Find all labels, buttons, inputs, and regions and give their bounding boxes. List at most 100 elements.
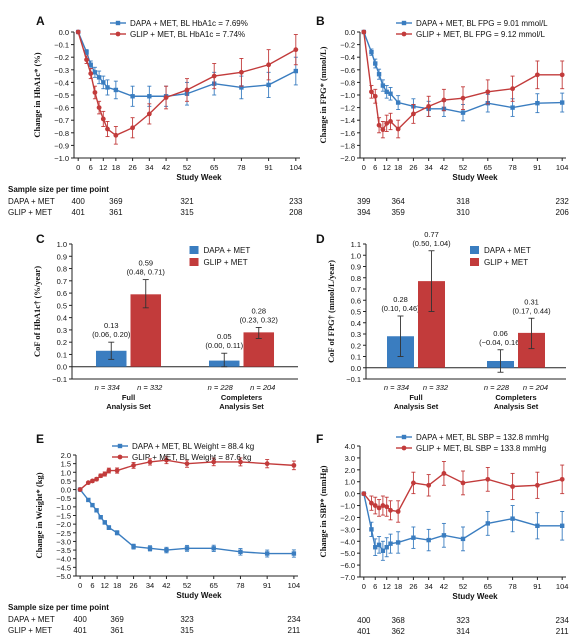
data-point [534, 482, 540, 488]
y-tick-label: −2.0 [340, 513, 355, 522]
data-point [460, 536, 466, 542]
legend-marker [117, 443, 123, 449]
data-point [102, 520, 107, 525]
sample-count: 400 [72, 197, 86, 206]
data-point [92, 90, 98, 95]
data-label: 0.13 [104, 321, 119, 330]
data-point [380, 503, 386, 508]
series-glip [361, 461, 565, 523]
x-tick-label: 18 [394, 163, 402, 172]
y-tick-label: 1.0 [57, 240, 67, 249]
sample-row-label: GLIP + MET [8, 208, 52, 217]
x-tick-label: 26 [128, 163, 136, 172]
sample-count: 315 [180, 626, 194, 635]
y-tick-label: 0.9 [57, 252, 67, 261]
sample-size-table: Sample size per time point DAPA + MET 400 3… [8, 185, 303, 217]
sample-count: 208 [289, 208, 303, 217]
group-label: Full [122, 393, 135, 402]
data-point [113, 132, 119, 138]
sample-count: 362 [391, 627, 405, 635]
sample-count: 234 [556, 616, 570, 625]
data-point [113, 87, 119, 93]
x-tick-label: 18 [112, 163, 120, 172]
data-point [380, 548, 386, 553]
x-tick-label: 12 [383, 582, 391, 591]
y-tick-label: 1.0 [351, 251, 361, 260]
data-point [534, 72, 540, 78]
y-tick-label: 0.9 [351, 263, 361, 272]
data-point [184, 87, 190, 93]
data-point [388, 91, 393, 96]
data-point [376, 505, 382, 511]
x-axis-label: Study Week [452, 592, 498, 601]
x-tick-label: 0 [78, 581, 82, 590]
y-tick-label: −1.8 [340, 141, 355, 150]
data-point [130, 125, 135, 131]
sample-count: 401 [357, 627, 371, 635]
y-tick-label: −1.0 [56, 503, 71, 512]
data-point [94, 508, 99, 513]
data-point [211, 459, 217, 465]
legend-entry: GLIP + MET [204, 258, 248, 267]
sample-size-table: 400 368 323 234 401 362 314 211 [357, 616, 569, 635]
data-label: 0.28 [251, 306, 266, 315]
x-tick-label: 91 [533, 163, 541, 172]
sample-count: 323 [180, 615, 194, 624]
data-point [90, 478, 95, 484]
data-point [96, 75, 102, 80]
y-tick-label: 0.0 [351, 364, 361, 373]
y-tick-label: 0.7 [57, 277, 67, 286]
x-tick-label: 78 [237, 163, 245, 172]
legend-marker [115, 31, 121, 37]
data-point [384, 504, 390, 510]
y-tick-label: −5.0 [340, 549, 355, 558]
series-dapa [361, 491, 565, 561]
sample-count: 234 [287, 615, 301, 624]
data-point [147, 94, 152, 99]
data-point [102, 471, 108, 477]
sample-count: 399 [357, 197, 371, 206]
data-point [98, 473, 104, 479]
y-axis-label: CoF of FPG† (mmol/L/year) [326, 260, 336, 363]
data-point [372, 503, 378, 508]
sample-count: 394 [357, 208, 371, 217]
y-tick-label: 4.0 [345, 442, 355, 451]
sample-count: 401 [72, 208, 86, 217]
y-tick-label: −0.7 [54, 116, 69, 125]
y-tick-label: −2.5 [56, 529, 71, 538]
legend-entry: GLIP + MET, BL FPG = 9.12 mmol/L [416, 30, 545, 39]
y-tick-label: −1.5 [56, 512, 71, 521]
panel-b: B 0.0 −0.2 −0.4 −0.6 −0.8 −1.0 −1.2 −1.4 −1.6 −1.8… [316, 14, 569, 217]
y-tick-label: −0.1 [346, 375, 361, 384]
x-tick-label: 42 [440, 163, 448, 172]
x-tick-label: 18 [113, 581, 121, 590]
data-point [510, 516, 515, 521]
x-tick-label: 34 [424, 163, 432, 172]
data-point [131, 544, 136, 549]
data-point [485, 89, 491, 95]
sample-count: 315 [180, 208, 194, 217]
y-tick-label: −0.2 [340, 41, 355, 50]
data-point [411, 111, 416, 117]
data-point [184, 546, 190, 551]
x-tick-label: 65 [484, 582, 492, 591]
legend-marker [401, 20, 407, 26]
x-tick-label: 6 [373, 163, 377, 172]
data-point [376, 542, 382, 548]
data-label: 0.59 [138, 259, 153, 268]
data-point [239, 69, 244, 75]
data-label: 0.06 [493, 329, 508, 338]
n-label: n = 204 [250, 383, 275, 392]
group-label: Analysis Set [394, 402, 439, 411]
y-tick-label: 0.2 [57, 338, 67, 347]
y-tick-label: −0.4 [340, 53, 355, 62]
y-tick-label: −4.5 [56, 563, 71, 572]
legend-marker [117, 454, 123, 460]
data-point [130, 94, 135, 99]
x-tick-label: 18 [394, 582, 402, 591]
sample-count: 400 [357, 616, 371, 625]
group-label: Completers [495, 393, 536, 402]
y-axis-label: Change in Weight* (kg) [34, 472, 44, 558]
legend-entry: DAPA + MET, BL Weight = 88.4 kg [132, 442, 254, 451]
